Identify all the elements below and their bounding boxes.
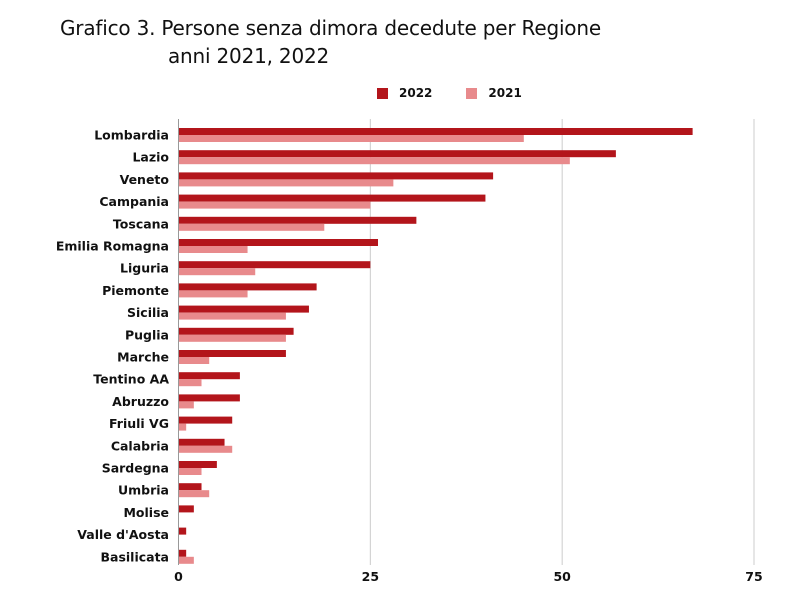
chart-title-line-1: Grafico 3. Persone senza dimora decedute… xyxy=(60,16,601,40)
category-label-lombardia: Lombardia xyxy=(94,128,169,143)
category-label-tentino-aa: Tentino AA xyxy=(93,372,169,387)
category-label-sardegna: Sardegna xyxy=(102,461,169,476)
bar-2021-umbria xyxy=(178,490,210,498)
bar-2021-lombardia xyxy=(178,135,524,142)
bar-2022-lombardia xyxy=(178,128,693,135)
chart-title-line-2: anni 2021, 2022 xyxy=(168,44,330,68)
bar-2022-tentino-aa xyxy=(178,372,240,380)
category-label-sicilia: Sicilia xyxy=(127,305,169,320)
bar-2022-sicilia xyxy=(178,305,309,313)
bar-2022-lazio xyxy=(178,150,616,158)
bar-2021-tentino-aa xyxy=(178,379,202,387)
legend-label-2021: 2021 xyxy=(488,86,522,100)
bar-2021-veneto xyxy=(178,179,394,187)
bar-2021-marche xyxy=(178,357,210,364)
bar-2022-liguria xyxy=(178,261,371,269)
bar-2022-calabria xyxy=(178,438,225,446)
legend-swatch-2021 xyxy=(466,87,478,99)
bar-2021-friuli-vg xyxy=(178,423,187,431)
bar-2022-marche xyxy=(178,350,286,357)
bar-2022-veneto xyxy=(178,172,494,180)
bar-2022-sardegna xyxy=(178,461,217,468)
chart-legend: 2022 2021 xyxy=(377,86,556,100)
bar-2021-calabria xyxy=(178,445,233,453)
x-tick-label-50: 50 xyxy=(553,569,571,584)
bar-2021-sardegna xyxy=(178,468,202,475)
category-label-veneto: Veneto xyxy=(120,172,170,187)
category-label-marche: Marche xyxy=(117,350,169,365)
bar-2022-toscana xyxy=(178,216,417,224)
category-label-valle-d-aosta: Valle d'Aosta xyxy=(77,527,169,542)
category-label-liguria: Liguria xyxy=(120,261,169,276)
bar-2022-emilia-romagna xyxy=(178,239,379,246)
x-tick-label-0: 0 xyxy=(174,569,183,584)
bar-2022-valle-d-aosta xyxy=(178,527,187,535)
bar-2021-puglia xyxy=(178,334,286,342)
legend-label-2022: 2022 xyxy=(399,86,433,100)
bar-2021-emilia-romagna xyxy=(178,246,248,253)
bar-2021-abruzzo xyxy=(178,401,194,409)
category-label-puglia: Puglia xyxy=(125,327,169,342)
bar-2022-puglia xyxy=(178,327,294,335)
bar-2022-umbria xyxy=(178,483,202,491)
bar-2022-piemonte xyxy=(178,283,317,291)
category-label-calabria: Calabria xyxy=(111,438,169,453)
category-label-campania: Campania xyxy=(99,194,169,209)
legend-item-2022: 2022 xyxy=(377,86,432,100)
category-label-umbria: Umbria xyxy=(118,483,169,498)
category-label-emilia-romagna: Emilia Romagna xyxy=(56,239,169,254)
bar-2021-basilicata xyxy=(178,556,194,564)
bar-2021-campania xyxy=(178,201,371,209)
category-label-basilicata: Basilicata xyxy=(100,549,169,564)
bar-2022-friuli-vg xyxy=(178,416,233,424)
legend-item-2021: 2021 xyxy=(466,86,522,100)
category-label-friuli-vg: Friuli VG xyxy=(109,416,169,431)
x-tick-label-25: 25 xyxy=(362,569,379,584)
bar-2021-toscana xyxy=(178,223,325,231)
bar-2021-piemonte xyxy=(178,290,248,298)
x-tick-label-75: 75 xyxy=(745,569,762,584)
legend-swatch-2022 xyxy=(377,87,388,99)
bar-2022-basilicata xyxy=(178,549,187,557)
category-label-lazio: Lazio xyxy=(132,150,169,165)
bar-2021-lazio xyxy=(178,157,570,165)
category-label-piemonte: Piemonte xyxy=(102,283,169,298)
category-label-molise: Molise xyxy=(123,505,169,520)
category-label-toscana: Toscana xyxy=(113,216,169,231)
bar-2021-liguria xyxy=(178,268,256,276)
bar-2022-molise xyxy=(178,505,194,513)
bar-2022-campania xyxy=(178,194,486,202)
category-label-abruzzo: Abruzzo xyxy=(112,394,169,409)
bar-2022-abruzzo xyxy=(178,394,240,402)
bar-2021-sicilia xyxy=(178,312,286,320)
